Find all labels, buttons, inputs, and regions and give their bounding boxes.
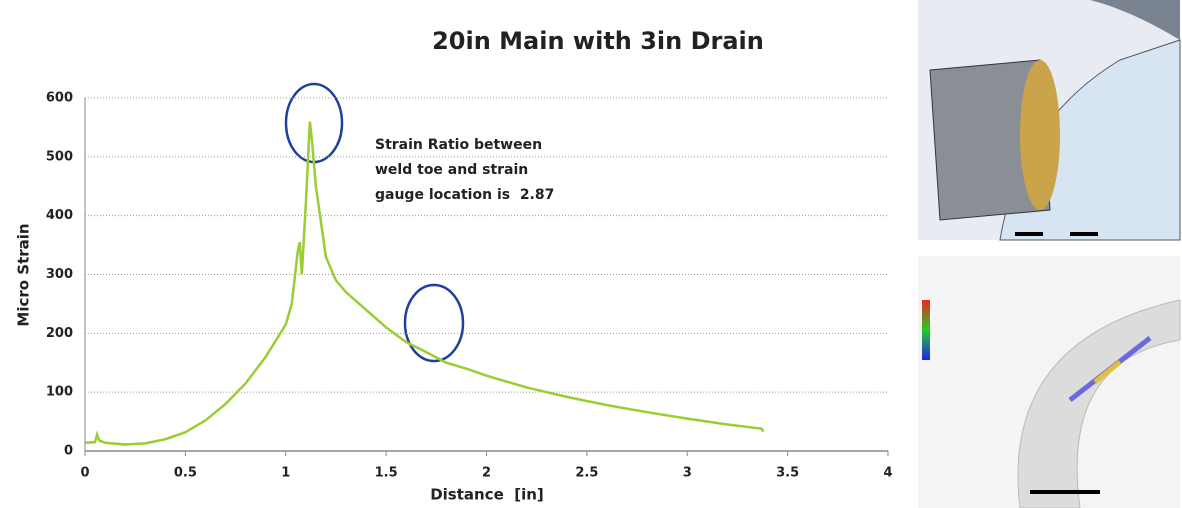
chart: 20in Main with 3in Drain Micro Strain Di… <box>0 0 1182 508</box>
annotation: Strain Ratio between <box>375 137 542 153</box>
y-tick-label: 100 <box>46 385 73 400</box>
x-tick-label: 3.5 <box>776 466 799 481</box>
y-tick-label: 500 <box>46 149 73 164</box>
page: 20in Main with 3in Drain Micro Strain Di… <box>0 0 1182 508</box>
x-tick-label: 2 <box>482 466 491 481</box>
x-tick-label: 1.5 <box>375 466 398 481</box>
x-tick-label: 3 <box>683 466 692 481</box>
chart-title: 20in Main with 3in Drain <box>432 27 764 55</box>
x-tick-label: 4 <box>883 466 892 481</box>
x-tick-label: 0.5 <box>174 466 197 481</box>
x-tick-label: 2.5 <box>575 466 598 481</box>
annotation: weld toe and strain <box>375 162 528 178</box>
fea-image-top <box>918 0 1180 240</box>
y-tick-label: 300 <box>46 267 73 282</box>
annotation: gauge location is 2.87 <box>375 187 554 203</box>
x-tick-label: 0 <box>80 466 89 481</box>
fea-image-bottom <box>918 256 1180 508</box>
highlight-circle <box>405 285 463 361</box>
x-axis-label: Distance [in] <box>430 486 544 504</box>
y-tick-label: 600 <box>46 91 73 106</box>
y-axis-label: Micro Strain <box>15 223 33 326</box>
x-tick-label: 1 <box>281 466 290 481</box>
y-tick-label: 400 <box>46 208 73 223</box>
y-tick-label: 0 <box>64 444 73 459</box>
y-tick-label: 200 <box>46 326 73 341</box>
